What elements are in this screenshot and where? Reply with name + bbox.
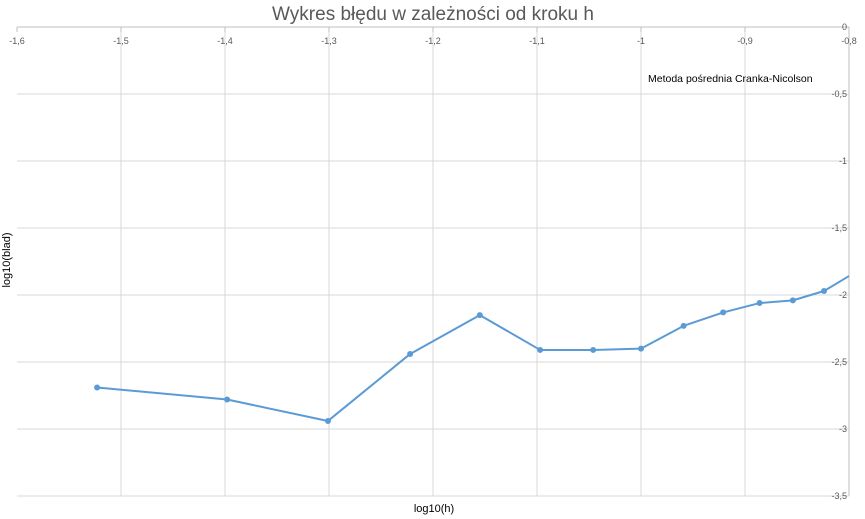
y-tick-label: -0,5	[831, 89, 847, 99]
data-point	[94, 384, 101, 391]
series-line	[96, 275, 850, 422]
data-point	[324, 417, 331, 424]
y-tick-label: -3,5	[831, 491, 847, 501]
x-axis-label: log10(h)	[414, 503, 454, 515]
x-tick-label: -1,4	[217, 36, 233, 46]
x-tick-label: -0,8	[841, 36, 857, 46]
y-tick-label: -2,5	[831, 357, 847, 367]
data-point	[756, 300, 763, 307]
x-tick-label: -1	[637, 36, 645, 46]
y-tick-label: -2	[839, 290, 847, 300]
y-tick-labels: 0 -0,5 -1 -1,5 -2 -2,5 -3 -3,5	[831, 22, 847, 501]
x-tick-label: -1,6	[9, 36, 25, 46]
data-point	[537, 346, 544, 353]
series-group	[94, 275, 850, 424]
data-point	[720, 309, 727, 316]
x-tick-labels: -1,6 -1,5 -1,4 -1,3 -1,2 -1,1 -1 -0,9 -0,8	[9, 27, 857, 46]
y-tick-label: -1	[839, 156, 847, 166]
data-point	[680, 322, 687, 329]
x-tick-label: -0,9	[737, 36, 753, 46]
y-axis-label: log10(blad)	[1, 232, 13, 287]
gridlines	[17, 26, 850, 497]
data-point	[590, 346, 597, 353]
data-point	[638, 345, 644, 352]
x-tick-label: -1,5	[113, 36, 129, 46]
x-tick-label: -1,2	[425, 36, 441, 46]
data-point	[476, 312, 483, 319]
x-tick-label: -1,3	[321, 36, 337, 46]
x-tick-label: -1,1	[529, 36, 545, 46]
y-tick-label: -1,5	[831, 223, 847, 233]
y-tick-label: 0	[842, 22, 847, 32]
data-point	[224, 396, 231, 403]
data-point	[407, 350, 414, 357]
data-point	[821, 287, 828, 294]
chart-annotation: Metoda pośrednia Cranka-Nicolson	[648, 73, 813, 85]
data-point	[789, 297, 796, 304]
y-tick-label: -3	[839, 424, 847, 434]
chart-title: Wykres błędu w zależności od kroku h	[272, 4, 594, 25]
